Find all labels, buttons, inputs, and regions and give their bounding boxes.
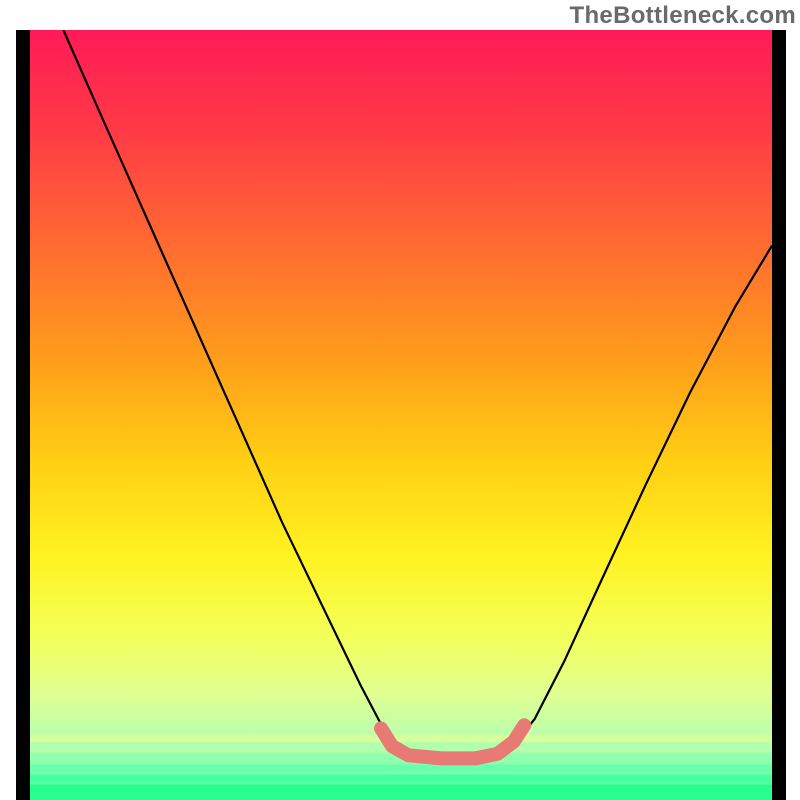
watermark-text: TheBottleneck.com bbox=[570, 2, 796, 30]
bottleneck-plot bbox=[30, 30, 772, 800]
gradient-background bbox=[30, 30, 772, 800]
